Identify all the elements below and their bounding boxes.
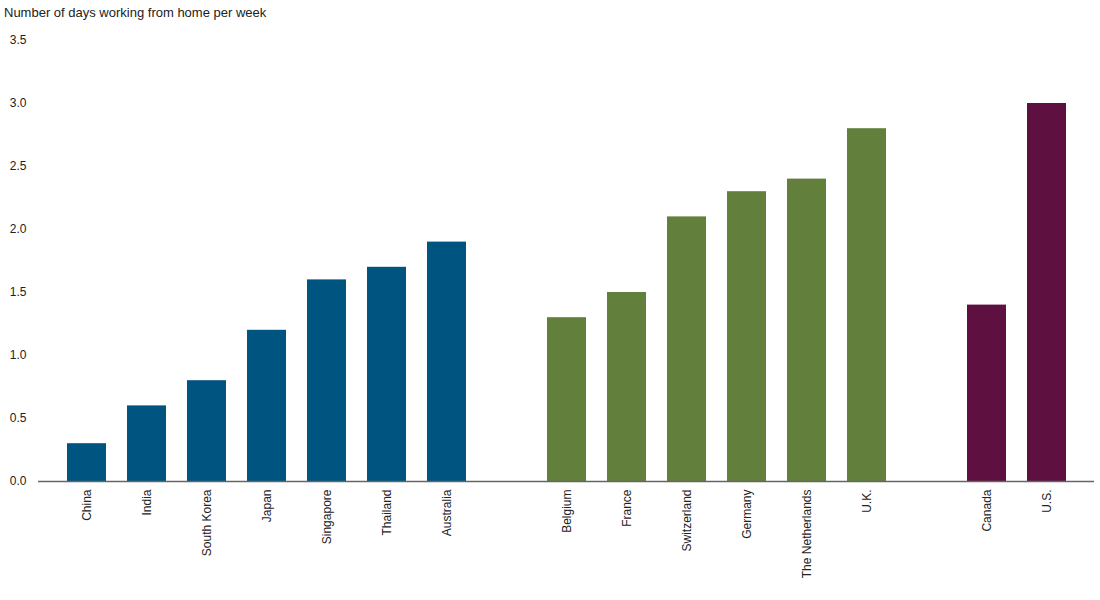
svg-text:0.5: 0.5 <box>10 411 27 425</box>
svg-text:1.5: 1.5 <box>10 285 27 299</box>
svg-text:South Korea: South Korea <box>200 489 214 556</box>
svg-text:China: China <box>80 489 94 521</box>
svg-text:Japan: Japan <box>260 490 274 523</box>
html-text:Number of days working from ho: Number of days working from home per wee… <box>4 5 267 20</box>
svg-text:2.0: 2.0 <box>10 222 27 236</box>
svg-text:0.0: 0.0 <box>10 474 27 488</box>
svg-text:Switzerland: Switzerland <box>680 490 694 552</box>
svg-text:Canada: Canada <box>980 489 994 531</box>
svg-text:The Netherlands: The Netherlands <box>800 490 814 579</box>
svg-text:Germany: Germany <box>740 490 754 539</box>
svg-text:India: India <box>140 489 154 515</box>
svg-text:3.5: 3.5 <box>10 33 27 47</box>
svg-text:Singapore: Singapore <box>320 489 334 544</box>
svg-text:U.K.: U.K. <box>860 490 874 513</box>
svg-text:2.5: 2.5 <box>10 159 27 173</box>
svg-text:Thailand: Thailand <box>380 490 394 536</box>
svg-text:1.0: 1.0 <box>10 348 27 362</box>
svg-text:3.0: 3.0 <box>10 96 27 110</box>
svg-text:U.S.: U.S. <box>1040 490 1054 513</box>
svg-text:France: France <box>620 489 634 527</box>
svg-text:Australia: Australia <box>440 489 454 536</box>
svg-text:Belgium: Belgium <box>560 490 574 533</box>
